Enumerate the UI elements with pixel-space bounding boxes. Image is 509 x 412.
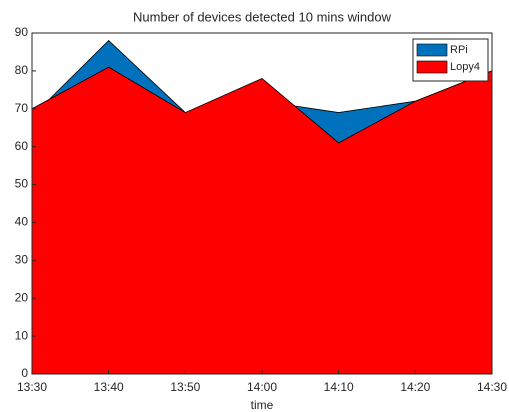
legend-swatch [416, 60, 448, 74]
x-tick-label: 14:00 [247, 380, 277, 394]
x-tick-label: 13:40 [94, 380, 124, 394]
x-tick-label: 13:30 [17, 380, 47, 394]
y-tick-label: 10 [15, 328, 29, 342]
y-tick-label: 30 [15, 253, 29, 267]
chart-title: Number of devices detected 10 mins windo… [133, 9, 392, 24]
y-tick-label: 80 [15, 63, 29, 77]
y-tick-label: 60 [15, 139, 29, 153]
y-tick-label: 70 [15, 101, 29, 115]
area [31, 66, 493, 375]
y-tick-label: 90 [15, 25, 29, 39]
y-tick-label: 50 [15, 177, 29, 191]
x-tick-label: 14:10 [324, 380, 354, 394]
y-tick-label: 40 [15, 215, 29, 229]
legend-label: RPi [450, 44, 468, 56]
legend-swatch [416, 43, 448, 57]
x-tick-label: 14:20 [400, 380, 430, 394]
y-tick-label: 20 [15, 290, 29, 304]
legend-label: Lopy4 [450, 61, 480, 73]
x-axis-label: time [251, 398, 274, 412]
x-tick-label: 13:50 [170, 380, 200, 394]
x-tick-label: 14:30 [477, 380, 507, 394]
y-tick-label: 0 [21, 366, 28, 380]
